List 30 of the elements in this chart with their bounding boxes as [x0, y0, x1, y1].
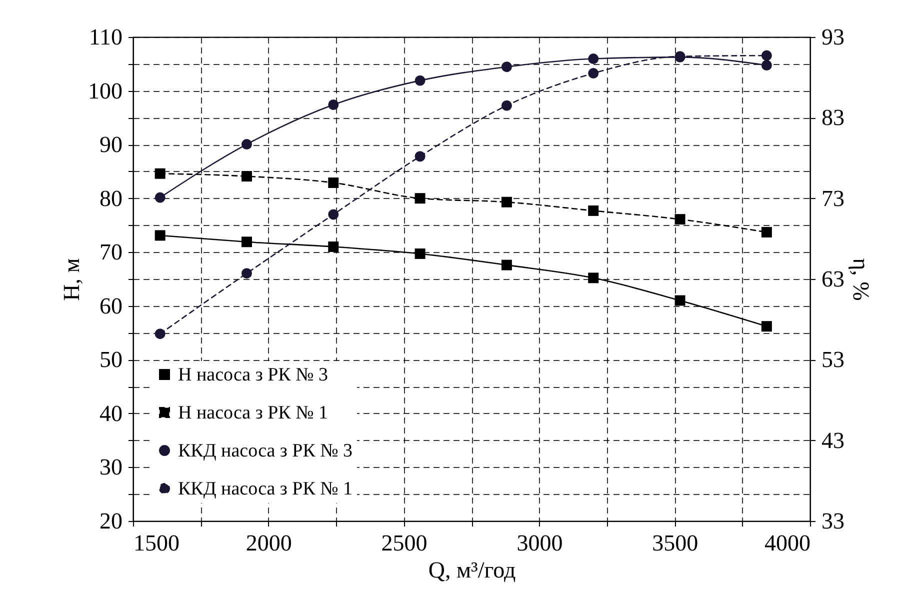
legend-label: ККД насоса з РК № 1	[178, 478, 353, 500]
x-tick-label: 2000	[246, 530, 292, 556]
x-tick-label: 2500	[381, 530, 428, 556]
y2-tick-label: 33	[822, 508, 844, 534]
x-tick-label: 3000	[516, 530, 563, 556]
y-tick-label: 80	[100, 186, 122, 211]
y-tick-label: 100	[88, 78, 122, 104]
y-tick-label: 110	[88, 24, 122, 50]
y-tick-label: 90	[100, 132, 122, 158]
y2-tick-label: 73	[822, 186, 844, 211]
legend-label: ККД насоса з РК № 3	[178, 440, 353, 462]
x-tick-label: 1500	[134, 530, 180, 556]
y2-tick-label: 43	[822, 428, 844, 453]
y-tick-label: 70	[100, 240, 122, 265]
y-axis-title: H, м	[59, 258, 84, 301]
legend-label: H насоса з РК № 3	[178, 364, 328, 386]
y-tick-label: 50	[100, 347, 122, 372]
y2-tick-label: 53	[822, 347, 844, 372]
y2-tick-label: 93	[822, 24, 844, 50]
x-tick-label: 3500	[652, 530, 698, 556]
y2-axis-title: η, %	[848, 258, 874, 301]
y-tick-label: 60	[100, 293, 122, 318]
y-tick-label: 30	[100, 454, 122, 480]
x-axis-title: Q, м³/год	[428, 558, 516, 582]
legend-label: H насоса з РК № 1	[178, 402, 328, 424]
y-tick-label: 20	[100, 508, 122, 534]
x-tick-label: 4000	[764, 530, 810, 556]
y2-tick-label: 63	[822, 266, 844, 292]
y-tick-label: 40	[100, 400, 122, 426]
y2-tick-label: 83	[822, 105, 844, 130]
